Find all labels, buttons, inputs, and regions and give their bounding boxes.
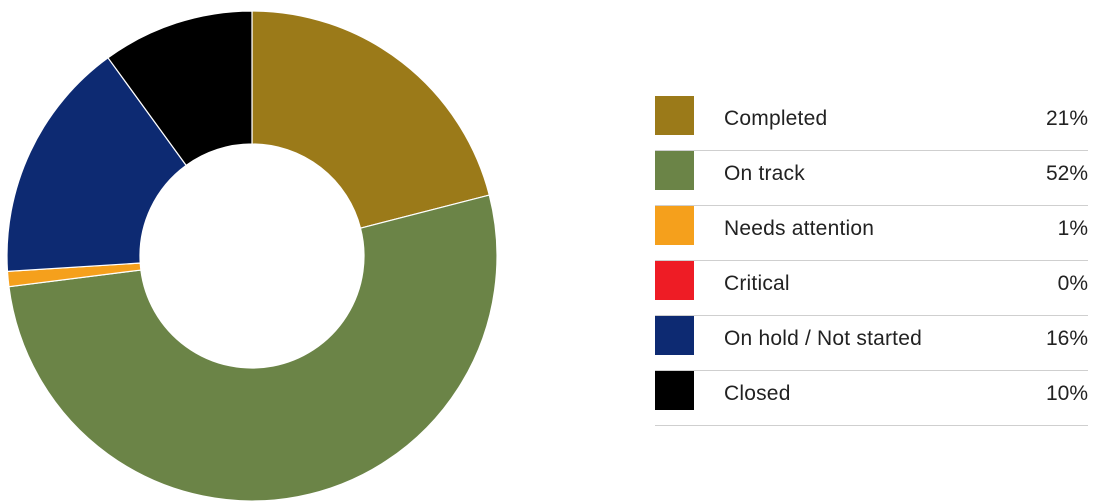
- legend-swatch: [655, 316, 694, 355]
- legend-swatch: [655, 371, 694, 410]
- legend-item-completed: Completed 21%: [655, 96, 1088, 151]
- legend-label: On hold / Not started: [724, 327, 922, 350]
- legend-label: On track: [724, 162, 805, 185]
- slice-on-hold-not-started: [6, 56, 188, 273]
- legend-value: 0%: [1057, 272, 1088, 295]
- legend-label: Needs attention: [724, 217, 875, 240]
- legend-label: Completed: [724, 107, 828, 130]
- legend-swatch: [655, 206, 694, 245]
- legend-item-on-hold-not-started: On hold / Not started 16%: [655, 316, 1088, 371]
- legend-value: 16%: [1045, 327, 1088, 350]
- legend-value: 21%: [1045, 107, 1088, 130]
- chart-legend: Completed 21% On track 52% Needs attention 1%…: [655, 96, 1088, 426]
- legend-swatch: [655, 261, 694, 300]
- slice-closed: [107, 10, 253, 167]
- legend-swatch: [655, 96, 694, 135]
- legend-label: Closed: [724, 382, 791, 405]
- legend-item-closed: Closed 10%: [655, 371, 1088, 426]
- legend-value: 10%: [1045, 382, 1088, 405]
- donut-chart: [6, 10, 498, 501]
- legend-swatch: [655, 151, 694, 190]
- legend-label: Critical: [724, 272, 790, 295]
- legend-value: 52%: [1045, 162, 1088, 185]
- legend-value: 1%: [1057, 217, 1088, 240]
- slice-completed: [251, 10, 491, 229]
- legend-item-needs-attention: Needs attention 1%: [655, 206, 1088, 261]
- legend-item-on-track: On track 52%: [655, 151, 1088, 206]
- legend-item-critical: Critical 0%: [655, 261, 1088, 316]
